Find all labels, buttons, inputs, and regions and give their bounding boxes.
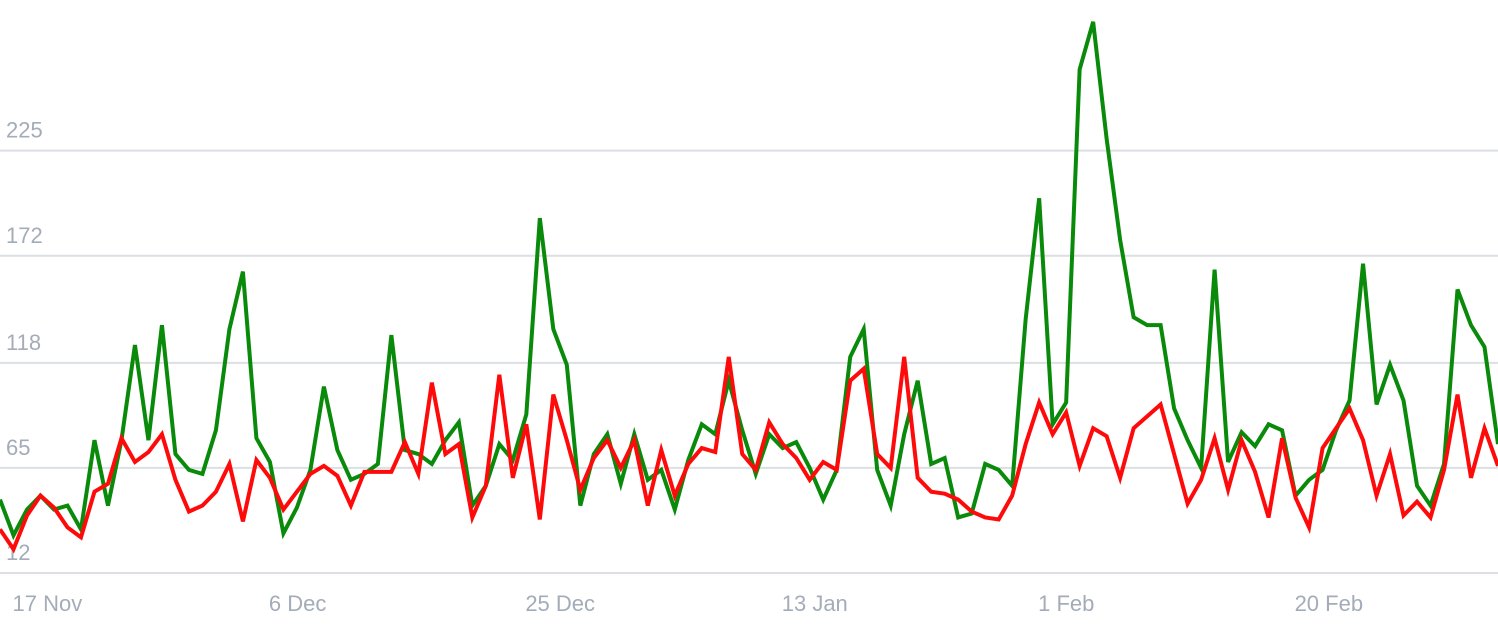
x-tick-label: 25 Dec — [525, 591, 595, 616]
series-line — [0, 21, 1498, 541]
y-tick-label: 225 — [6, 118, 43, 143]
x-tick-label: 13 Jan — [782, 591, 848, 616]
y-tick-label: 65 — [6, 435, 30, 460]
x-tick-label: 1 Feb — [1038, 591, 1094, 616]
x-tick-label: 6 Dec — [269, 591, 326, 616]
x-tick-label: 20 Feb — [1295, 591, 1364, 616]
y-tick-label: 118 — [6, 330, 41, 355]
x-tick-label: 17 Nov — [12, 591, 82, 616]
y-tick-label: 172 — [6, 223, 43, 248]
series-line — [0, 356, 1498, 554]
